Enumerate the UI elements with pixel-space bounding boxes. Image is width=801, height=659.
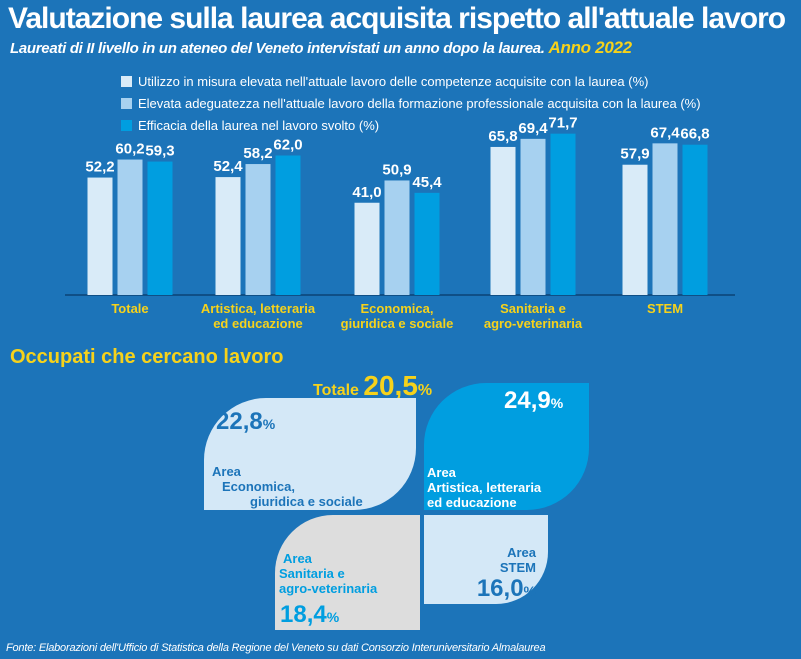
bar-label-0-2: 59,3 bbox=[145, 143, 174, 160]
legend-item-3: Efficacia della laurea nel lavoro svolto… bbox=[121, 114, 701, 136]
artistica-label-3: ed educazione bbox=[427, 495, 517, 510]
category-label-0-0: Totale bbox=[111, 301, 148, 316]
subtitle: Laureati di II livello in un ateneo del … bbox=[10, 38, 632, 58]
sanitaria-label: Area Sanitaria e agro-veterinaria bbox=[279, 551, 377, 596]
bar-1-0 bbox=[215, 177, 241, 295]
bar-label-1-0: 52,4 bbox=[213, 158, 243, 175]
category-label-1-1: ed educazione bbox=[213, 316, 303, 331]
legend-label-1: Utilizzo in misura elevata nell'attuale … bbox=[138, 73, 649, 89]
bar-label-1-1: 58,2 bbox=[243, 145, 272, 162]
category-label-3-0: Sanitaria e bbox=[500, 301, 566, 316]
artistica-label: Area Artistica, letteraria ed educazione bbox=[427, 465, 541, 510]
artistica-label-1: Area bbox=[427, 465, 456, 480]
economica-label-3: giuridica e sociale bbox=[250, 494, 363, 509]
stem-label-2: STEM bbox=[499, 560, 536, 575]
stem-value: 16,0% bbox=[477, 575, 536, 603]
sanitaria-label-3: agro-veterinaria bbox=[279, 581, 378, 596]
bar-2-2 bbox=[414, 192, 440, 295]
legend-label-3: Efficacia della laurea nel lavoro svolto… bbox=[138, 117, 380, 133]
bar-chart: 52,260,2 59,3 Totale 52,458,262,0 Artistica,… bbox=[65, 115, 735, 331]
bar-label-4-0: 57,9 bbox=[620, 146, 649, 163]
bar-2-1 bbox=[384, 180, 410, 295]
legend-label-2: Elevata adeguatezza nell'attuale lavoro … bbox=[138, 95, 701, 111]
bar-label-4-1: 67,4 bbox=[650, 124, 680, 141]
total-pct: % bbox=[417, 382, 433, 399]
bar-0-0 bbox=[87, 177, 113, 295]
bar-1-1 bbox=[245, 164, 271, 295]
sanitaria-label-1: Area bbox=[283, 551, 312, 566]
bar-label-2-2: 45,4 bbox=[412, 174, 442, 191]
bar-4-1 bbox=[652, 143, 678, 295]
occupati-title: Occupati che cercano lavoro bbox=[10, 346, 284, 368]
total-value: 20,5 bbox=[363, 370, 418, 401]
bar-label-0-0: 52,2 bbox=[85, 159, 114, 176]
occupati-total: Totale 20,5% bbox=[313, 370, 432, 402]
source-note: Fonte: Elaborazioni dell'Ufficio di Stat… bbox=[6, 642, 546, 654]
petal-stem: Area STEM 16,0% bbox=[424, 515, 548, 604]
bar-label-3-2: 71,7 bbox=[548, 115, 577, 132]
legend-swatch-2 bbox=[121, 97, 132, 109]
category-label-2-1: giuridica e sociale bbox=[341, 316, 454, 331]
bar-label-4-2: 66,8 bbox=[680, 126, 709, 143]
category-label-1-0: Artistica, letteraria bbox=[201, 301, 316, 316]
legend-swatch-3 bbox=[121, 119, 132, 131]
sanitaria-label-2: Sanitaria e bbox=[279, 566, 345, 581]
sanitaria-value: 18,4% bbox=[280, 601, 339, 629]
bar-3-2 bbox=[550, 133, 576, 295]
economica-label: Area Economica, giuridica e sociale bbox=[212, 464, 363, 509]
economica-number: 22,8 bbox=[216, 408, 263, 435]
bar-label-3-1: 69,4 bbox=[518, 120, 548, 137]
economica-value: 22,8% bbox=[216, 408, 275, 436]
bar-label-0-1: 60,2 bbox=[115, 141, 144, 158]
bar-3-1 bbox=[520, 138, 546, 295]
legend-swatch-1 bbox=[121, 75, 132, 87]
economica-label-2: Economica, bbox=[222, 479, 295, 494]
economica-pct: % bbox=[262, 416, 276, 432]
bar-1-2 bbox=[275, 155, 301, 295]
bar-label-1-2: 62,0 bbox=[273, 137, 302, 154]
bar-0-1 bbox=[117, 159, 143, 295]
chart-legend: Utilizzo in misura elevata nell'attuale … bbox=[121, 70, 701, 136]
petal-artistica: 24,9% Area Artistica, letteraria ed educ… bbox=[424, 383, 589, 510]
category-label-3-1: agro-veterinaria bbox=[484, 316, 583, 331]
bar-0-2 bbox=[147, 161, 173, 295]
stem-pct: % bbox=[523, 583, 536, 599]
bar-4-0 bbox=[622, 164, 648, 295]
artistica-value: 24,9% bbox=[504, 387, 563, 415]
artistica-number: 24,9 bbox=[504, 387, 551, 414]
petal-sanitaria: Area Sanitaria e agro-veterinaria 18,4% bbox=[275, 515, 420, 630]
subtitle-text: Laureati di II livello in un ateneo del … bbox=[10, 40, 545, 57]
economica-label-1: Area bbox=[212, 464, 241, 479]
total-label: Totale bbox=[313, 382, 359, 399]
legend-item-2: Elevata adeguatezza nell'attuale lavoro … bbox=[121, 92, 701, 114]
category-label-4-0: STEM bbox=[647, 301, 683, 316]
category-label-2-0: Economica, bbox=[361, 301, 434, 316]
artistica-label-2: Artistica, letteraria bbox=[427, 480, 542, 495]
bar-label-3-0: 65,8 bbox=[488, 128, 517, 145]
stem-label-1: Area bbox=[507, 545, 536, 560]
bar-label-2-1: 50,9 bbox=[382, 161, 411, 178]
bar-3-0 bbox=[490, 146, 516, 295]
legend-item-1: Utilizzo in misura elevata nell'attuale … bbox=[121, 70, 701, 92]
bar-label-2-0: 41,0 bbox=[352, 184, 381, 201]
stem-number: 16,0 bbox=[476, 575, 524, 602]
artistica-pct: % bbox=[550, 395, 564, 411]
bar-2-0 bbox=[354, 202, 380, 295]
petal-economica: 22,8% Area Economica, giuridica e social… bbox=[204, 398, 416, 510]
sanitaria-number: 18,4 bbox=[280, 601, 327, 628]
stem-label: Area STEM bbox=[500, 545, 536, 575]
page-title: Valutazione sulla laurea acquisita rispe… bbox=[8, 2, 786, 35]
bar-4-2 bbox=[682, 144, 708, 295]
subtitle-year: Anno 2022 bbox=[548, 38, 633, 57]
sanitaria-pct: % bbox=[326, 609, 340, 625]
